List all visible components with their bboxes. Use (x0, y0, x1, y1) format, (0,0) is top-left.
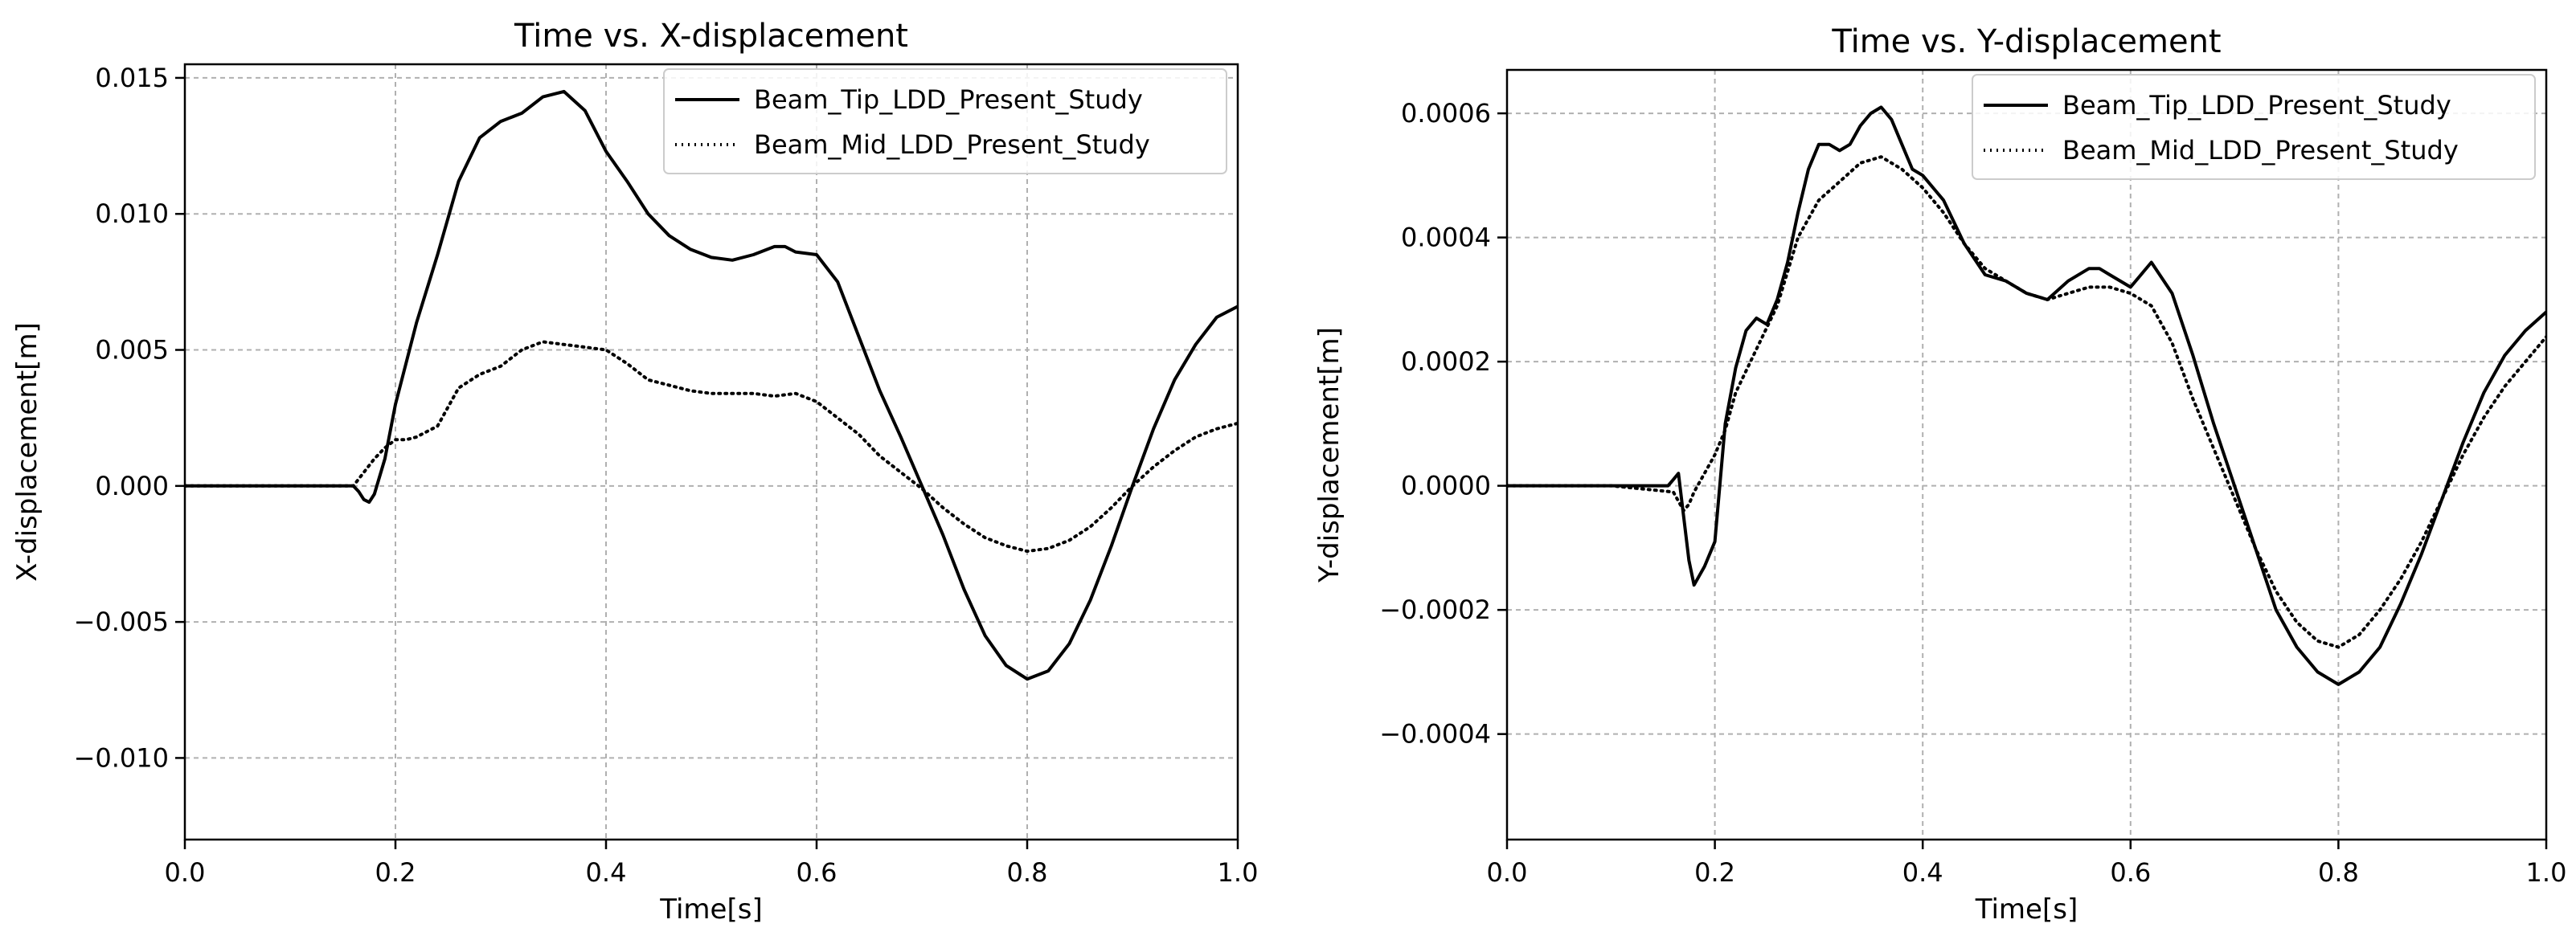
series-line-beam-mid (185, 340, 1238, 554)
x-axis-label: Time[s] (659, 893, 762, 926)
y-tick-label: 0.0004 (1401, 223, 1491, 253)
legend-label-beam-mid: Beam_Mid_LDD_Present_Study (754, 129, 1150, 160)
y-axis-label: X-displacement[m] (11, 322, 43, 582)
x-tick-label: 0.0 (1487, 857, 1528, 888)
y-tick-label: −0.0002 (1379, 595, 1491, 625)
series-line-beam-mid (1507, 155, 2546, 649)
y-tick-label: 0.0000 (1401, 471, 1491, 501)
x-tick-label: 0.4 (586, 857, 627, 888)
x-tick-label: 0.8 (1007, 857, 1048, 888)
y-tick-label: 0.015 (95, 63, 169, 93)
legend-label-beam-tip: Beam_Tip_LDD_Present_Study (2062, 90, 2451, 121)
y-axis-label: Y-displacement[m] (1313, 327, 1345, 583)
x-tick-label: 0.2 (1694, 857, 1735, 888)
x-tick-label: 0.6 (2110, 857, 2151, 888)
x-tick-label: 1.0 (2526, 857, 2567, 888)
axes-frame (183, 63, 1239, 841)
y-tick-label: 0.010 (95, 198, 169, 229)
x-tick-label: 0.2 (375, 857, 416, 888)
y-tick-label: 0.000 (95, 471, 169, 501)
chart-title-y: Time vs. Y-displacement (1831, 23, 2221, 60)
x-tick-label: 0.4 (1902, 857, 1943, 888)
x-tick-label: 0.0 (165, 857, 206, 888)
legend-box (663, 68, 1227, 174)
y-tick-label: 0.0006 (1401, 98, 1491, 129)
chart-title-x: Time vs. X-displacement (514, 18, 908, 55)
y-tick-label: 0.005 (95, 335, 169, 366)
series-line-beam-tip (1507, 105, 2546, 686)
series-line-beam-tip (185, 89, 1238, 681)
legend-box (1972, 74, 2536, 180)
axes-frame (1505, 68, 2548, 841)
x-axis-label: Time[s] (1975, 893, 2078, 926)
y-tick-label: −0.010 (74, 742, 169, 773)
chart-x-displacement: Time vs. X-displacement 0.0 0.2 0.4 0.6 0.8 1.… (11, 18, 1258, 926)
y-tick-label: −0.0004 (1379, 719, 1491, 750)
y-tick-label: 0.0002 (1401, 346, 1491, 377)
x-tick-label: 0.8 (2318, 857, 2359, 888)
legend-label-beam-tip: Beam_Tip_LDD_Present_Study (754, 84, 1143, 115)
x-tick-label: 0.6 (797, 857, 838, 888)
legend-label-beam-mid: Beam_Mid_LDD_Present_Study (2062, 135, 2459, 166)
chart-y-displacement: Time vs. Y-displacement 0.0 0.2 0.4 0.6 0.8 1.… (1313, 23, 2566, 926)
y-tick-label: −0.005 (74, 607, 169, 637)
x-tick-label: 1.0 (1218, 857, 1259, 888)
